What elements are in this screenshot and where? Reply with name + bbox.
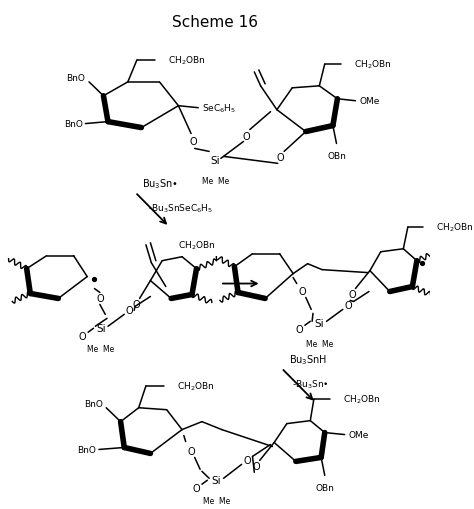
Text: Scheme 16: Scheme 16	[173, 15, 258, 30]
Text: O: O	[296, 325, 303, 334]
Text: Me  Me: Me Me	[203, 496, 230, 505]
Text: CH$_2$OBn: CH$_2$OBn	[436, 221, 474, 234]
Text: Si: Si	[211, 475, 221, 485]
Text: CH$_2$OBn: CH$_2$OBn	[177, 380, 214, 392]
Text: BnO: BnO	[77, 445, 96, 454]
Text: O: O	[189, 137, 197, 147]
Text: Si: Si	[315, 319, 324, 329]
Text: OBn: OBn	[315, 483, 334, 492]
Text: O: O	[126, 306, 134, 316]
Text: CH$_2$OBn: CH$_2$OBn	[168, 54, 205, 67]
Text: Me  Me: Me Me	[306, 340, 333, 349]
Text: OMe: OMe	[348, 430, 369, 439]
Text: O: O	[242, 131, 250, 141]
Text: O: O	[298, 287, 306, 297]
Text: BnO: BnO	[64, 120, 82, 129]
Text: BnO: BnO	[66, 74, 85, 83]
Text: Bu$_3$Sn•: Bu$_3$Sn•	[142, 177, 179, 191]
Text: BnO: BnO	[84, 400, 102, 408]
Text: O: O	[243, 456, 251, 465]
Text: Me  Me: Me Me	[87, 345, 114, 353]
Text: Si: Si	[96, 324, 106, 333]
Text: Si: Si	[210, 156, 220, 166]
Text: Me  Me: Me Me	[202, 177, 229, 186]
Text: O: O	[277, 153, 284, 163]
Text: Bu$_3$SnH: Bu$_3$SnH	[289, 353, 327, 366]
Text: O: O	[79, 331, 86, 342]
Text: O: O	[348, 290, 356, 300]
Text: O: O	[132, 300, 140, 310]
Text: -Bu$_3$SnSeC$_6$H$_5$: -Bu$_3$SnSeC$_6$H$_5$	[148, 202, 213, 214]
Text: O: O	[187, 446, 195, 457]
Text: CH$_2$OBn: CH$_2$OBn	[178, 239, 216, 251]
Text: CH$_2$OBn: CH$_2$OBn	[343, 393, 381, 405]
Text: O: O	[345, 301, 352, 311]
Text: OMe: OMe	[359, 97, 380, 106]
Text: -Bu$_3$Sn•: -Bu$_3$Sn•	[292, 378, 329, 390]
Text: O: O	[192, 483, 201, 493]
Text: O: O	[96, 294, 104, 304]
Text: OBn: OBn	[327, 152, 346, 161]
Text: CH$_2$OBn: CH$_2$OBn	[354, 59, 392, 71]
Text: O: O	[252, 462, 260, 471]
Text: SeC$_6$H$_5$: SeC$_6$H$_5$	[202, 102, 236, 115]
